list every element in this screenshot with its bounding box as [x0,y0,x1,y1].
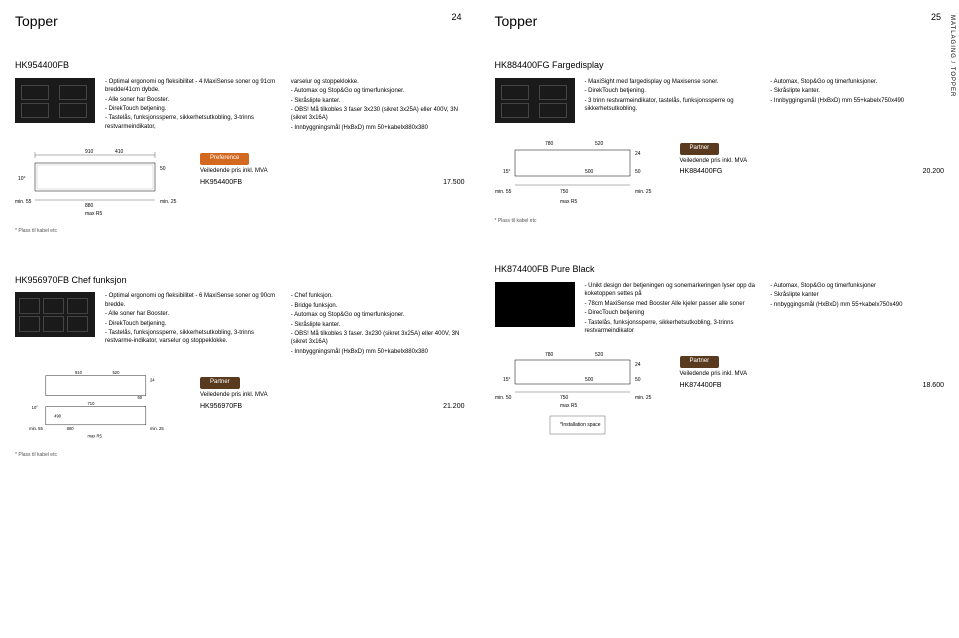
badge-partner: Partner [680,356,720,368]
page-title: Topper [15,12,465,30]
svg-text:10°: 10° [18,176,26,182]
price-value: 20.200 [923,167,944,176]
svg-text:750: 750 [560,395,569,401]
svg-text:max R5: max R5 [85,211,102,217]
product-hk884400fg: HK884400FG Fargedisplay - MaxiSight med … [495,60,945,224]
price-box: Partner Veiledende pris inkl. MVA HK8844… [680,143,945,177]
features-col-2: - Chef funksjon. - Bridge funksjon. - Au… [291,292,465,357]
product-thumb [15,78,95,123]
product-thumb [495,78,575,123]
price-value: 17.500 [443,178,464,187]
svg-text:min. 55: min. 55 [15,199,32,205]
side-label: MATLAGING / TOPPER [947,15,955,97]
svg-text:880: 880 [85,203,94,209]
badge-partner: Partner [680,143,720,155]
svg-text:min. 25: min. 25 [150,426,164,431]
svg-text:500: 500 [585,169,594,175]
cable-note: * Plass til kabel etc [15,228,465,235]
svg-text:50: 50 [635,169,641,175]
svg-text:max R5: max R5 [560,199,577,205]
product-thumb [15,292,95,337]
svg-text:24: 24 [635,362,641,368]
svg-text:min. 50: min. 50 [495,395,512,401]
model-code: HK874400FB [680,381,722,390]
price-box: Partner Veiledende pris inkl. MVA HK8744… [680,356,945,390]
svg-text:10°: 10° [32,405,39,410]
svg-text:*Installation space: *Installation space [560,422,601,428]
dimension-diagram: 910 520 24 50 710 880 490 10° min. 55 mi… [15,369,185,444]
model-title: HK956970FB Chef funksjon [15,275,465,287]
dimension-diagram: 780 520 24 500 50 15° 750 min. 50 min. 2… [495,348,665,443]
svg-text:750: 750 [560,189,569,195]
price-value: 18.600 [923,381,944,390]
model-title: HK954400FB [15,60,465,72]
product-hk874400fb: HK874400FB Pure Black - Unikt design der… [495,254,945,443]
svg-text:max R5: max R5 [88,433,103,438]
svg-text:min. 55: min. 55 [29,426,43,431]
features-col-1: - MaxiSight med fargedisplay og Maxisens… [585,78,759,123]
badge-preference: Preference [200,153,249,165]
page-title: Topper [495,12,945,30]
model-code: HK884400FG [680,167,723,176]
model-title: HK874400FB Pure Black [495,264,945,276]
svg-text:15°: 15° [503,169,511,175]
svg-text:min. 25: min. 25 [635,189,652,195]
svg-text:710: 710 [88,401,96,406]
svg-text:520: 520 [595,352,604,358]
features-col-2: - Automax, Stop&Go og timerfunksjoner - … [770,282,944,336]
page-number-left: 24 [451,12,461,24]
page-number-right: 25 [931,12,941,24]
svg-text:520: 520 [113,370,121,375]
svg-text:410: 410 [115,149,124,155]
svg-text:880: 880 [67,426,75,431]
price-value: 21.200 [443,402,464,411]
svg-text:24: 24 [150,378,155,383]
price-box: Preference Veiledende pris inkl. MVA HK9… [200,153,465,187]
product-thumb [495,282,575,327]
svg-text:min. 25: min. 25 [635,395,652,401]
product-hk956970fb: HK956970FB Chef funksjon - Optimal ergon… [15,265,465,459]
svg-text:max R5: max R5 [560,403,577,409]
price-box: Partner Veiledende pris inkl. MVA HK9569… [200,377,465,411]
model-title: HK884400FG Fargedisplay [495,60,945,72]
svg-text:780: 780 [545,141,554,147]
svg-text:520: 520 [595,141,604,147]
svg-text:15°: 15° [503,377,511,383]
features-col-2: - Automax, Stop&Go og timerfunksjoner. -… [770,78,944,123]
svg-text:min. 55: min. 55 [495,189,512,195]
cable-note: * Plass til kabel etc [495,218,945,225]
model-code: HK956970FB [200,402,242,411]
product-hk954400fb: HK954400FB - Optimal ergonomi og fleksib… [15,60,465,235]
model-code: HK954400FB [200,178,242,187]
features-col-2: varselur og stoppeklokke. - Automax og S… [291,78,465,133]
features-col-1: - Unikt design der betjeningen og sonema… [585,282,759,336]
svg-text:780: 780 [545,352,554,358]
svg-text:24: 24 [635,151,641,157]
dimension-diagram: 780 520 24 500 50 15° 750 min. 55 min. 2… [495,135,665,210]
svg-text:910: 910 [75,370,83,375]
dimension-diagram: 910 410 50 880 10° min. 55 min. 25 max R… [15,145,185,220]
svg-text:490: 490 [54,413,62,418]
page-right: Topper 25 MATLAGING / TOPPER HK884400FG … [480,0,959,638]
svg-text:min. 25: min. 25 [160,199,177,205]
svg-text:500: 500 [585,377,594,383]
svg-text:50: 50 [635,377,641,383]
badge-partner: Partner [200,377,240,389]
page-left: Topper 24 HK954400FB - Optimal ergonomi … [0,0,480,638]
features-col-1: - Optimal ergonomi og fleksibilitet - 4 … [105,78,279,133]
cable-note: * Plass til kabel etc [15,452,465,459]
features-col-1: - Optimal ergonomi og fleksibilitet - 6 … [105,292,279,357]
svg-text:910: 910 [85,149,94,155]
svg-text:50: 50 [160,166,166,172]
svg-text:50: 50 [138,395,143,400]
